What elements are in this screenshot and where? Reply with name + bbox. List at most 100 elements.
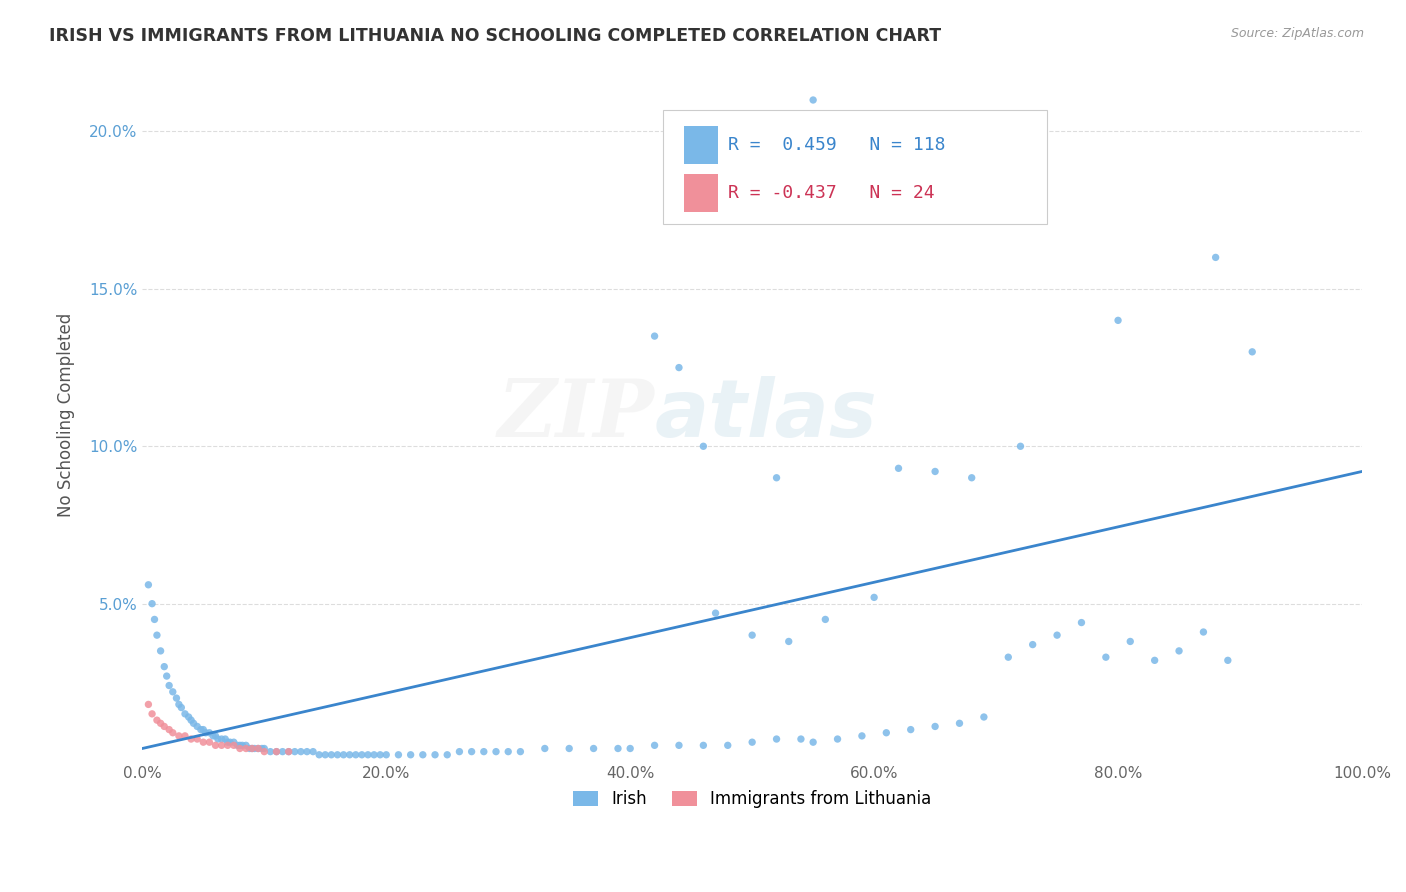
Point — [1046, 628, 1069, 642]
Point — [838, 140, 860, 154]
Point — [277, 745, 299, 759]
FancyBboxPatch shape — [683, 126, 718, 164]
Point — [253, 741, 276, 756]
Point — [741, 735, 763, 749]
Point — [801, 93, 824, 107]
Point — [198, 735, 221, 749]
Text: IRISH VS IMMIGRANTS FROM LITHUANIA NO SCHOOLING COMPLETED CORRELATION CHART: IRISH VS IMMIGRANTS FROM LITHUANIA NO SC… — [49, 27, 942, 45]
Point — [1205, 251, 1227, 265]
Point — [1070, 615, 1092, 630]
Point — [692, 439, 714, 453]
Point — [226, 739, 249, 753]
Point — [692, 739, 714, 753]
Point — [183, 716, 205, 731]
Point — [141, 597, 163, 611]
Point — [240, 741, 263, 756]
Text: atlas: atlas — [655, 376, 877, 454]
Point — [194, 725, 217, 739]
Point — [186, 732, 208, 747]
Point — [997, 650, 1019, 665]
Point — [229, 741, 252, 756]
Point — [295, 745, 318, 759]
Point — [266, 745, 288, 759]
Point — [375, 747, 398, 762]
Point — [399, 747, 422, 762]
Y-axis label: No Schooling Completed: No Schooling Completed — [58, 313, 75, 517]
Point — [460, 745, 482, 759]
Point — [190, 723, 212, 737]
Point — [321, 747, 343, 762]
Point — [973, 710, 995, 724]
Point — [219, 735, 242, 749]
Point — [174, 706, 197, 721]
Text: R = -0.437   N = 24: R = -0.437 N = 24 — [728, 184, 935, 202]
Point — [1107, 313, 1129, 327]
Point — [250, 741, 273, 756]
Point — [1095, 650, 1118, 665]
Point — [167, 698, 190, 712]
Point — [235, 739, 257, 753]
Point — [193, 735, 215, 749]
Point — [619, 741, 641, 756]
Point — [644, 329, 666, 343]
Point — [247, 741, 270, 756]
Point — [153, 659, 176, 673]
Point — [141, 706, 163, 721]
Point — [887, 461, 910, 475]
Point — [211, 739, 233, 753]
Point — [790, 732, 813, 747]
Text: ZIP: ZIP — [498, 376, 655, 453]
Point — [851, 729, 873, 743]
Point — [778, 634, 800, 648]
Point — [326, 747, 349, 762]
Point — [423, 747, 446, 762]
Point — [509, 745, 531, 759]
Point — [207, 732, 229, 747]
Point — [157, 679, 180, 693]
Point — [875, 725, 897, 739]
Point — [339, 747, 361, 762]
Point — [166, 691, 188, 706]
Point — [253, 745, 276, 759]
Point — [948, 716, 970, 731]
Point — [1021, 638, 1043, 652]
Point — [765, 732, 787, 747]
Point — [1010, 439, 1032, 453]
Point — [240, 741, 263, 756]
Point — [344, 747, 367, 762]
Point — [174, 729, 197, 743]
Point — [302, 745, 325, 759]
Point — [582, 741, 605, 756]
Point — [668, 360, 690, 375]
Point — [801, 735, 824, 749]
Point — [170, 700, 193, 714]
Point — [157, 723, 180, 737]
Point — [180, 713, 202, 727]
Point — [1241, 344, 1264, 359]
Point — [162, 725, 184, 739]
Point — [485, 745, 508, 759]
Point — [368, 747, 391, 762]
Point — [1192, 625, 1215, 640]
Point — [332, 747, 354, 762]
Point — [204, 739, 226, 753]
Point — [259, 745, 281, 759]
Point — [827, 732, 849, 747]
Point — [387, 747, 409, 762]
Point — [153, 719, 176, 733]
Point — [271, 745, 294, 759]
Point — [235, 741, 257, 756]
Text: R =  0.459   N = 118: R = 0.459 N = 118 — [728, 136, 945, 153]
Point — [211, 732, 233, 747]
Point — [177, 710, 200, 724]
Point — [496, 745, 519, 759]
Point — [900, 723, 922, 737]
Point — [247, 741, 270, 756]
Point — [143, 612, 166, 626]
Point — [765, 471, 787, 485]
Point — [607, 741, 630, 756]
Point — [277, 745, 299, 759]
Point — [960, 471, 983, 485]
Point — [357, 747, 380, 762]
Point — [449, 745, 471, 759]
